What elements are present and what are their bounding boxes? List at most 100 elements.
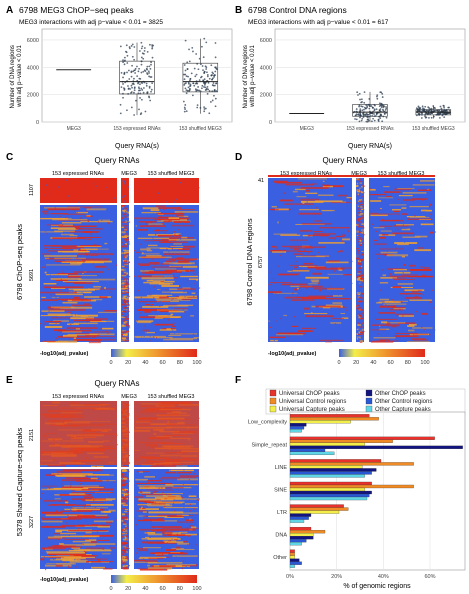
heatmap-streak	[302, 255, 330, 257]
heatmap-speck	[359, 191, 362, 193]
heatmap-streak	[122, 319, 125, 322]
heatmap-streak	[121, 481, 125, 483]
heatmap-speck	[309, 191, 312, 193]
heatmap-streak	[139, 528, 168, 531]
data-point	[184, 87, 187, 90]
heatmap-speck	[158, 554, 160, 557]
heatmap-streak	[123, 538, 129, 541]
data-point	[432, 115, 435, 118]
heatmap-streak	[121, 274, 127, 277]
heatmap-streak	[375, 253, 388, 255]
heatmap-streak	[85, 539, 97, 541]
heatmap-streak	[290, 299, 315, 301]
heatmap-streak	[40, 525, 65, 528]
heatmap-streak	[414, 296, 419, 298]
heatmap-speck	[397, 198, 399, 200]
heatmap-speck	[171, 201, 173, 203]
heatmap-streak	[94, 265, 107, 268]
heatmap-streak	[288, 264, 318, 266]
heatmap-streak	[292, 190, 298, 193]
data-point	[427, 106, 430, 109]
heatmap-streak	[65, 504, 91, 506]
heatmap-streak	[54, 230, 76, 232]
heatmap-speck	[193, 472, 195, 475]
heatmap-speck	[196, 513, 198, 516]
heatmap-speck	[67, 514, 69, 517]
heatmap-speck	[271, 285, 274, 287]
heatmap-speck	[281, 249, 283, 251]
heatmap-speck	[109, 291, 111, 293]
heatmap-streak	[360, 279, 364, 282]
heatmap-speck	[189, 539, 191, 541]
bar	[289, 526, 312, 531]
heatmap-speck	[404, 241, 406, 243]
heatmap-streak	[411, 338, 426, 340]
heatmap-streak	[47, 536, 63, 539]
data-point	[196, 104, 199, 107]
data-point	[202, 56, 205, 59]
panel-d-rowlabel-top: 41	[258, 178, 264, 184]
heatmap-streak	[62, 213, 85, 215]
heatmap-streak	[45, 513, 83, 515]
data-point	[363, 106, 366, 109]
heatmap-streak	[71, 299, 92, 302]
heatmap-speck	[393, 180, 395, 182]
heatmap-streak	[329, 267, 352, 269]
data-point	[424, 116, 427, 119]
heatmap-speck	[168, 540, 170, 542]
heatmap-speck	[182, 222, 184, 224]
legend-tick-label: 60	[160, 360, 166, 366]
heatmap-speck	[361, 184, 363, 186]
heatmap-speck	[122, 224, 124, 226]
heatmap-speck	[164, 505, 166, 508]
heatmap-streak	[371, 324, 388, 326]
heatmap-speck	[114, 197, 116, 199]
heatmap-speck	[125, 305, 127, 307]
data-point	[122, 59, 124, 61]
heatmap-streak	[181, 298, 192, 300]
heatmap-speck	[125, 301, 127, 304]
heatmap-speck	[289, 281, 291, 283]
heatmap-speck	[356, 180, 358, 182]
data-point	[134, 72, 137, 74]
heatmap-speck	[193, 273, 195, 275]
heatmap-streak	[71, 546, 81, 549]
heatmap-speck	[343, 272, 345, 275]
heatmap-streak	[154, 496, 182, 499]
heatmap-streak	[125, 245, 127, 248]
data-point	[123, 60, 126, 63]
data-point	[438, 109, 441, 112]
heatmap-speck	[358, 226, 360, 228]
heatmap-streak	[141, 277, 174, 280]
heatmap-streak	[47, 504, 79, 506]
heatmap-speck	[362, 340, 365, 342]
heatmap-streak	[358, 297, 363, 299]
data-point	[208, 112, 211, 115]
data-point	[439, 112, 442, 115]
legend-label: Other Control regions	[375, 399, 432, 405]
heatmap-streak	[161, 476, 196, 479]
heatmap-streak	[163, 507, 198, 509]
heatmap-streak	[159, 310, 179, 313]
heatmap-speck	[123, 561, 125, 564]
heatmap-speck	[362, 200, 365, 203]
heatmap-streak	[421, 274, 427, 277]
bar	[289, 417, 379, 421]
heatmap-streak	[161, 531, 173, 534]
heatmap-speck	[123, 299, 126, 301]
heatmap-speck	[128, 241, 130, 243]
heatmap-speck	[149, 293, 151, 295]
heatmap-streak	[84, 215, 93, 217]
heatmap-streak	[146, 250, 153, 252]
heatmap-streak	[97, 558, 100, 561]
heatmap-speck	[356, 305, 358, 308]
data-point	[440, 107, 443, 110]
heatmap-speck	[324, 248, 326, 250]
data-point	[142, 70, 145, 73]
heatmap-streak	[56, 470, 83, 473]
heatmap-speck	[293, 316, 296, 318]
data-point	[205, 41, 208, 44]
heatmap-speck	[127, 282, 129, 285]
heatmap-speck	[54, 504, 56, 506]
heatmap-streak	[407, 324, 415, 327]
